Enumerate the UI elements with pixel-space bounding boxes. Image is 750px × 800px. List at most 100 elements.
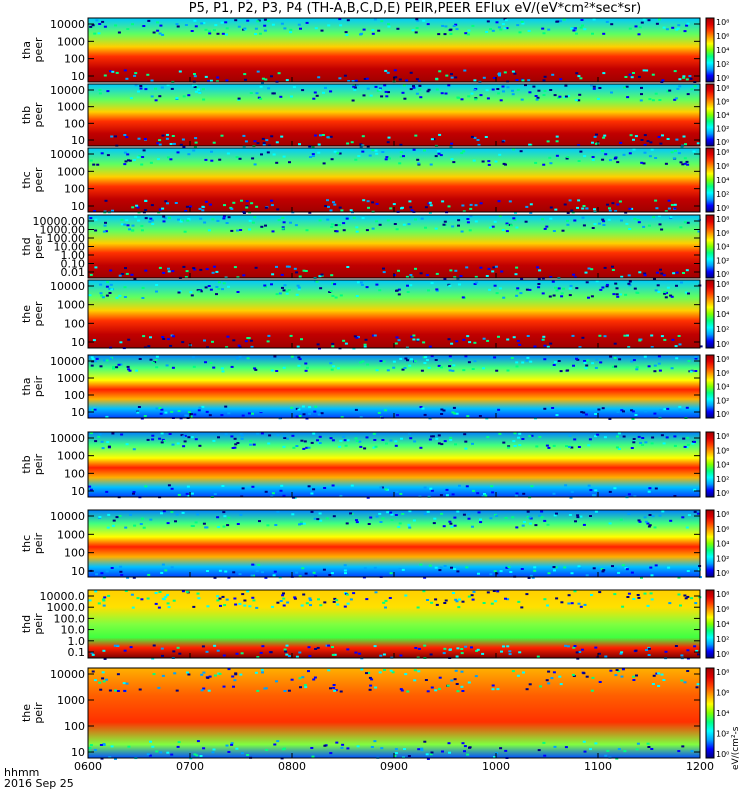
noise-pixel (650, 574, 654, 577)
noise-pixel (589, 515, 592, 517)
noise-pixel (134, 84, 138, 87)
noise-pixel (423, 644, 427, 647)
noise-pixel (146, 73, 150, 76)
noise-pixel (445, 488, 449, 491)
noise-pixel (256, 432, 260, 435)
noise-pixel (151, 657, 155, 660)
noise-pixel (227, 516, 231, 519)
noise-pixel (405, 275, 409, 278)
noise-pixel (109, 283, 113, 286)
noise-pixel (615, 446, 619, 449)
noise-pixel (420, 217, 424, 220)
noise-pixel (447, 84, 451, 87)
noise-pixel (593, 135, 597, 138)
noise-pixel (177, 493, 181, 496)
noise-pixel (322, 91, 325, 94)
noise-pixel (513, 218, 517, 221)
noise-pixel (182, 445, 186, 448)
noise-pixel (192, 267, 196, 270)
noise-pixel (594, 366, 598, 369)
noise-pixel (183, 440, 187, 443)
noise-pixel (339, 690, 343, 693)
noise-pixel (437, 152, 441, 155)
noise-pixel (183, 230, 187, 233)
noise-pixel (578, 651, 582, 653)
noise-pixel (460, 152, 464, 155)
noise-pixel (166, 84, 170, 87)
noise-pixel (460, 98, 464, 101)
noise-pixel (628, 207, 632, 210)
noise-pixel (305, 21, 309, 24)
noise-pixel (248, 605, 252, 608)
noise-pixel (562, 18, 566, 21)
noise-pixel (140, 517, 144, 520)
noise-pixel (647, 654, 651, 656)
noise-pixel (126, 224, 130, 227)
noise-pixel (236, 442, 240, 444)
noise-pixel (458, 484, 461, 487)
noise-pixel (95, 573, 99, 576)
noise-pixel (686, 570, 690, 572)
noise-pixel (398, 567, 402, 570)
noise-pixel (425, 274, 429, 277)
noise-pixel (633, 217, 637, 220)
noise-pixel (549, 342, 553, 345)
noise-pixel (643, 355, 647, 358)
noise-pixel (547, 572, 551, 575)
noise-pixel (207, 30, 211, 33)
colorbar-tick-label: 10⁶ (716, 525, 729, 534)
colorbar-tick-label: 10² (716, 256, 729, 265)
noise-pixel (155, 750, 159, 753)
noise-pixel (274, 524, 278, 526)
noise-pixel (264, 78, 268, 81)
noise-pixel (683, 594, 687, 597)
noise-pixel (469, 203, 473, 206)
noise-pixel (384, 599, 388, 602)
noise-pixel (685, 269, 689, 272)
noise-pixel (199, 217, 203, 220)
noise-pixel (95, 19, 99, 22)
noise-pixel (198, 207, 202, 210)
y-tick-label: 100 (64, 467, 85, 480)
noise-pixel (589, 748, 592, 751)
spectrogram-fill (88, 668, 700, 758)
noise-pixel (177, 741, 181, 744)
noise-pixel (89, 273, 93, 276)
noise-pixel (139, 523, 143, 525)
noise-pixel (393, 754, 397, 757)
noise-pixel (603, 335, 607, 338)
noise-pixel (695, 686, 699, 689)
noise-pixel (238, 346, 242, 349)
noise-pixel (308, 211, 312, 214)
noise-pixel (493, 356, 497, 359)
noise-pixel (673, 444, 677, 447)
noise-pixel (158, 32, 162, 35)
noise-pixel (547, 28, 551, 31)
noise-pixel (655, 271, 659, 274)
noise-pixel (398, 522, 402, 525)
noise-pixel (573, 276, 577, 279)
colorbar-tick-label: 10⁸ (716, 432, 729, 441)
noise-pixel (687, 292, 690, 295)
noise-pixel (658, 223, 662, 226)
noise-pixel (543, 227, 547, 230)
noise-pixel (103, 596, 107, 599)
noise-pixel (197, 290, 201, 293)
noise-pixel (516, 287, 520, 290)
noise-pixel (330, 274, 334, 277)
noise-pixel (222, 685, 226, 688)
noise-pixel (419, 406, 423, 408)
noise-pixel (295, 445, 299, 447)
noise-pixel (131, 229, 135, 232)
noise-pixel (428, 564, 432, 567)
noise-pixel (522, 492, 526, 495)
noise-pixel (295, 655, 299, 658)
noise-pixel (509, 571, 513, 573)
noise-pixel (297, 408, 301, 411)
noise-pixel (98, 516, 102, 518)
noise-pixel (649, 566, 653, 569)
noise-pixel (330, 572, 334, 575)
noise-pixel (486, 339, 490, 342)
noise-pixel (474, 220, 478, 223)
noise-pixel (289, 221, 292, 224)
